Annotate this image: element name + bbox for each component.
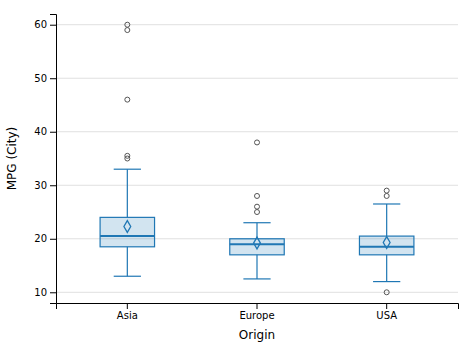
flier xyxy=(255,140,260,145)
x-tick-label: Europe xyxy=(239,310,274,321)
y-tick-label: 10 xyxy=(34,287,47,298)
plot-area: 10 20 30 40 50 60 Asia Europe USA xyxy=(34,15,458,322)
cap-low xyxy=(114,276,141,277)
grid xyxy=(56,25,458,293)
y-axis-line xyxy=(50,15,57,304)
y-tick-mark xyxy=(50,292,56,293)
x-tick-label: Asia xyxy=(117,310,138,321)
y-tick-mark xyxy=(50,239,56,240)
whisker-low xyxy=(256,255,257,279)
y-tick: 50 xyxy=(34,73,56,84)
flier xyxy=(384,188,389,193)
mean-marker xyxy=(124,221,131,233)
box xyxy=(359,236,413,255)
whisker-low xyxy=(386,255,387,282)
box-group xyxy=(359,188,413,295)
y-tick: 60 xyxy=(34,19,56,30)
flier xyxy=(384,193,389,198)
cap-low xyxy=(373,281,400,282)
y-tick-label: 20 xyxy=(34,233,47,244)
median xyxy=(230,243,284,245)
flier xyxy=(384,290,389,295)
flier xyxy=(255,210,260,215)
whisker-high xyxy=(127,169,128,217)
grid-line xyxy=(56,185,458,186)
flier xyxy=(255,193,260,198)
y-tick-mark xyxy=(50,78,56,79)
flier xyxy=(255,204,260,209)
chart-svg: 10 20 30 40 50 60 Asia Europe USA Origin MPG (City… xyxy=(0,0,474,349)
x-tick: Asia xyxy=(117,303,138,321)
chart-container: 10 20 30 40 50 60 Asia Europe USA Origin MPG (City… xyxy=(0,0,474,349)
y-tick: 30 xyxy=(34,180,56,191)
x-tick-mark xyxy=(127,303,128,309)
x-tick: Europe xyxy=(239,303,274,321)
flier xyxy=(125,97,130,102)
box xyxy=(100,217,154,246)
x-tick-mark xyxy=(257,303,258,309)
cap-low xyxy=(243,278,270,279)
mean-marker xyxy=(254,237,261,249)
y-tick-mark xyxy=(50,132,56,133)
median xyxy=(100,235,154,237)
mean-marker xyxy=(383,237,390,249)
x-axis-line xyxy=(57,304,459,310)
x-tick: USA xyxy=(376,303,397,321)
whisker-low xyxy=(127,247,128,276)
box-group xyxy=(100,22,154,276)
y-tick: 40 xyxy=(34,126,56,137)
box-group xyxy=(230,140,284,279)
grid-line xyxy=(56,24,458,25)
grid-line xyxy=(56,292,458,293)
x-axis: Asia Europe USA xyxy=(57,303,459,321)
grid-line xyxy=(56,131,458,132)
cap-high xyxy=(243,222,270,223)
cap-high xyxy=(373,203,400,204)
y-axis-title: MPG (City) xyxy=(5,127,19,191)
flier xyxy=(125,153,130,158)
y-tick-label: 60 xyxy=(34,19,47,30)
x-axis-title: Origin xyxy=(239,328,275,342)
grid-line xyxy=(56,78,458,79)
box xyxy=(230,239,284,255)
y-axis: 10 20 30 40 50 60 xyxy=(34,15,56,304)
y-tick: 20 xyxy=(34,233,56,244)
y-tick-mark xyxy=(50,185,56,186)
y-tick-label: 40 xyxy=(34,126,47,137)
cap-high xyxy=(114,169,141,170)
y-tick-label: 50 xyxy=(34,73,47,84)
marks xyxy=(100,22,414,295)
y-tick: 10 xyxy=(34,287,56,298)
flier xyxy=(125,22,130,27)
whisker-high xyxy=(386,204,387,236)
flier xyxy=(125,28,130,33)
x-tick-mark xyxy=(386,303,387,309)
y-tick-mark xyxy=(50,25,56,26)
x-tick-label: USA xyxy=(376,310,397,321)
y-tick-label: 30 xyxy=(34,180,47,191)
